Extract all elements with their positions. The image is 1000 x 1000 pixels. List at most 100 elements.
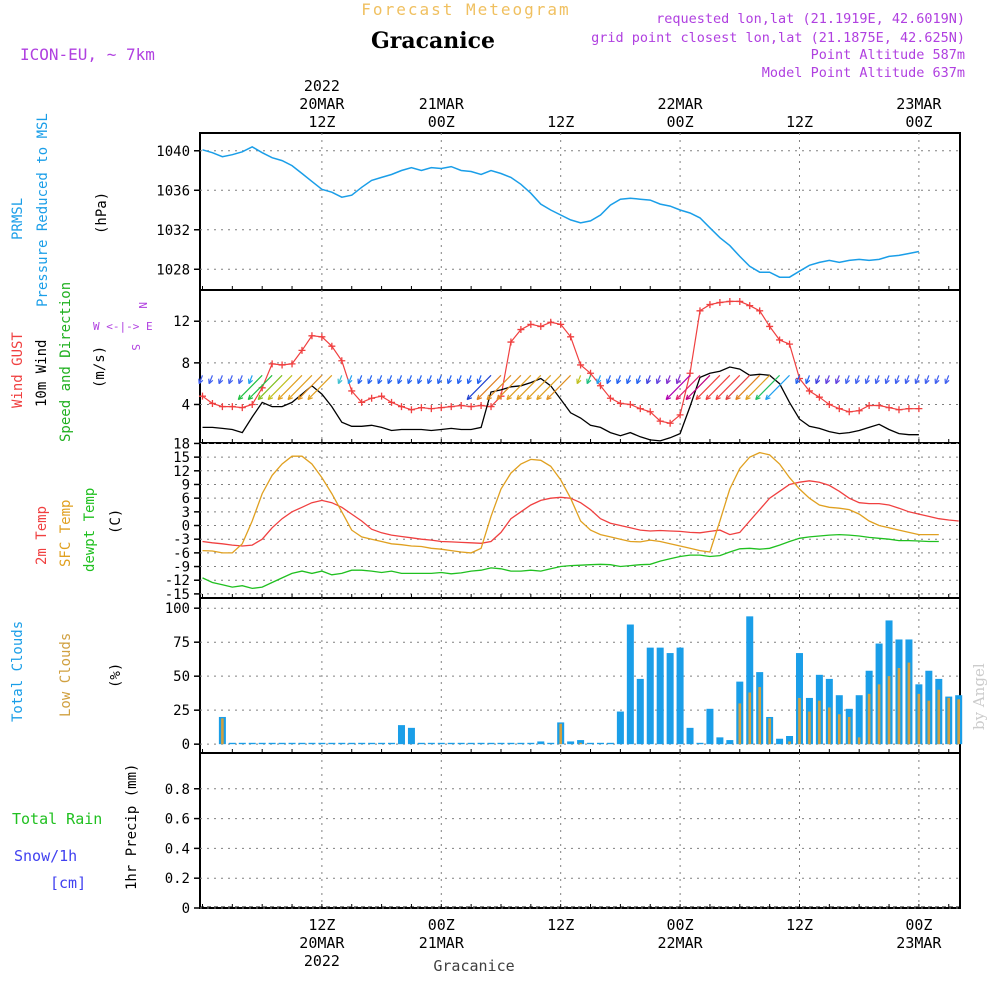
total-clouds-bar	[646, 647, 654, 745]
bottom-time-label: 00Z	[667, 916, 694, 934]
low-clouds-bar	[768, 718, 771, 745]
wind-arrow	[606, 375, 611, 384]
total-clouds-bar	[427, 742, 435, 745]
top-time-label: 12Z	[308, 113, 335, 131]
wind-arrow	[855, 375, 860, 384]
total-clouds-bar	[696, 742, 704, 745]
wind-arrow	[546, 374, 572, 400]
wind-arrow-head	[466, 378, 472, 385]
wind-arrow	[467, 375, 472, 384]
wind-arrow	[944, 375, 950, 384]
wind-arrow	[715, 374, 741, 400]
gust-marker	[517, 326, 525, 334]
gust-marker	[825, 400, 833, 408]
wind-arrow-head	[586, 378, 592, 385]
temp-ytick-label: 15	[173, 450, 190, 466]
wind-arrow	[626, 375, 631, 384]
wind-arrow-head	[665, 394, 672, 401]
low-clouds-bar	[579, 742, 582, 745]
total-clouds-bar	[378, 742, 386, 745]
station-title: Gracanice	[371, 28, 495, 54]
wind-arrow-head	[675, 394, 682, 401]
wind-arrow-head	[437, 378, 443, 385]
label-prmsl: PRMSL	[10, 198, 26, 240]
wind-arrow	[367, 375, 373, 384]
wind-arrow-head	[874, 378, 880, 385]
bottom-time-label: 20MAR	[299, 934, 345, 952]
wind-arrow	[905, 375, 910, 384]
wind-arrow	[845, 375, 850, 384]
wind-arrow	[735, 374, 761, 400]
total-clouds-bar	[258, 742, 266, 745]
gust-marker	[706, 301, 714, 309]
low-clouds-bar	[957, 699, 960, 745]
wind-arrow	[457, 375, 462, 384]
pressure-frame	[199, 132, 961, 291]
total-clouds-bar	[308, 742, 316, 745]
gust-marker	[447, 403, 455, 411]
gust-marker	[537, 322, 545, 330]
top-time-label: 23MAR	[896, 95, 942, 113]
total-clouds-bar	[547, 742, 555, 745]
wind-arrow-head	[745, 394, 751, 401]
total-clouds-bar	[397, 725, 405, 745]
wind-arrow-head	[277, 394, 284, 401]
total-clouds-bar	[268, 742, 276, 745]
total-clouds-bar	[616, 711, 624, 745]
low-clouds-bar	[937, 689, 941, 745]
wind-arrow-head	[934, 378, 940, 385]
gust-marker	[318, 333, 326, 341]
wind-arrow-head	[536, 394, 542, 401]
label-wind-gust: Wind GUST	[10, 332, 26, 408]
gust-marker	[298, 346, 306, 354]
wind-arrow-head	[486, 394, 492, 401]
compass-north: N	[136, 302, 149, 309]
wind-arrow	[636, 375, 641, 384]
wind-arrow-head	[616, 378, 622, 385]
low-clouds-bar	[818, 700, 821, 745]
wind-arrow	[825, 375, 830, 384]
wind-arrow	[357, 375, 363, 384]
top-time-label: 00Z	[905, 113, 932, 131]
pressure-ytick-label: 1040	[156, 144, 190, 160]
low-clouds-bar	[877, 684, 881, 745]
gust-marker	[348, 387, 356, 395]
temp-sfc-line	[202, 451, 939, 554]
gust-marker	[388, 398, 396, 406]
wind-arrow	[506, 374, 532, 400]
total-clouds-bar	[606, 742, 614, 745]
wind-arrow	[238, 375, 243, 384]
temp-ytick-label: 12	[173, 464, 190, 480]
label-ms: (m/s)	[92, 346, 108, 388]
gust-marker	[835, 405, 843, 413]
top-time-label: 00Z	[667, 113, 694, 131]
low-clouds-bar	[748, 692, 752, 745]
wind-arrow-head	[904, 378, 910, 385]
gust-marker	[417, 404, 425, 412]
top-time-label: 22MAR	[658, 95, 704, 113]
wind-arrow	[247, 374, 273, 400]
gust-marker	[228, 403, 236, 411]
total-clouds-bar	[228, 742, 236, 745]
wind-arrow	[257, 374, 283, 400]
wind-arrow-head	[476, 378, 482, 385]
low-clouds-bar	[867, 693, 871, 745]
pressure-ytick-label: 1028	[156, 262, 190, 278]
wind-arrow-head	[247, 394, 254, 401]
gust-marker	[756, 307, 764, 315]
total-clouds-bar	[467, 742, 475, 745]
gust-marker	[268, 360, 276, 368]
low-clouds-bar	[221, 718, 224, 745]
wind-arrow	[934, 375, 940, 384]
gust-marker	[328, 342, 336, 350]
total-clouds-bar	[497, 742, 505, 745]
total-clouds-bar	[318, 742, 326, 745]
gust-marker	[815, 393, 823, 401]
wind-arrow	[695, 374, 721, 400]
total-clouds-bar	[666, 653, 674, 745]
wind-arrow-head	[287, 394, 293, 401]
low-clouds-bar	[828, 707, 831, 745]
wind-arrow-head	[367, 378, 373, 385]
wind-arrow	[616, 375, 621, 384]
total-clouds-bar	[676, 647, 684, 745]
